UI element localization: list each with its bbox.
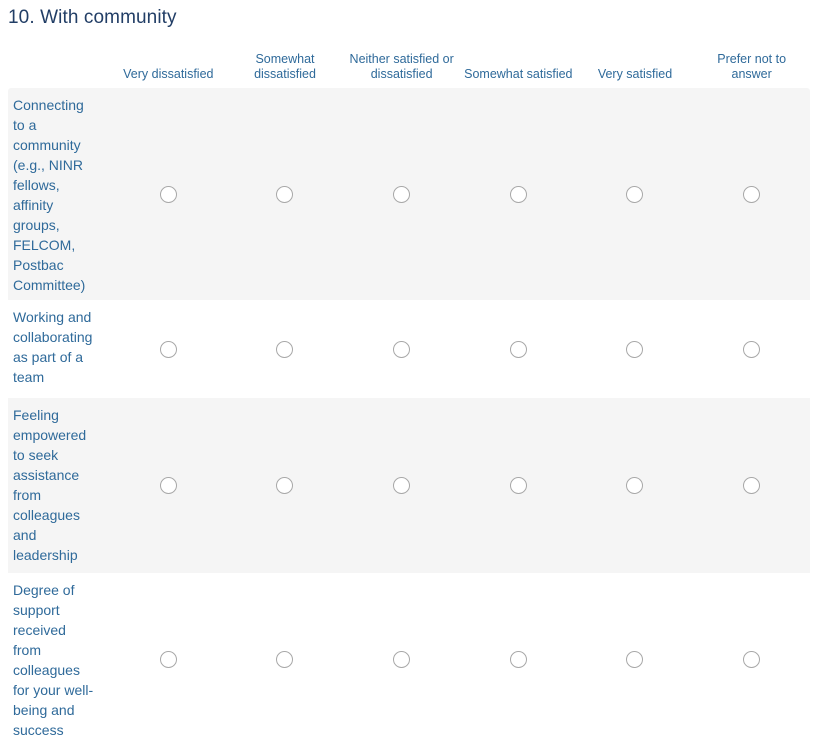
radio-button[interactable] <box>276 340 294 358</box>
radio-button[interactable] <box>626 477 644 494</box>
radio-cell <box>460 300 577 398</box>
row-label: Feeling empowered to seek assistance fro… <box>13 407 87 563</box>
radio-button[interactable] <box>509 477 527 494</box>
radio-cell <box>227 88 344 300</box>
radio-cell <box>577 573 694 739</box>
radio-button[interactable] <box>159 185 177 203</box>
radio-button[interactable] <box>159 477 177 494</box>
table-row-degree-of-support: Degree of support received from colleagu… <box>8 573 810 739</box>
radio-button[interactable] <box>159 650 177 668</box>
radio-button[interactable] <box>743 185 761 203</box>
radio-cell <box>577 398 694 573</box>
radio-cell <box>227 573 344 739</box>
radio-button[interactable] <box>509 650 527 668</box>
row-label: Degree of support received from colleagu… <box>13 582 94 738</box>
matrix-header-row: Very dissatisfied Somewhat dissatisfied … <box>8 30 810 88</box>
radio-cell <box>343 398 460 573</box>
radio-cell <box>693 398 810 573</box>
radio-button[interactable] <box>276 477 294 494</box>
radio-button[interactable] <box>393 185 411 203</box>
column-header-somewhat-dissatisfied: Somewhat dissatisfied <box>254 52 316 81</box>
matrix-question: Very dissatisfied Somewhat dissatisfied … <box>8 30 810 739</box>
radio-cell <box>577 300 694 398</box>
radio-button[interactable] <box>276 185 294 203</box>
radio-button[interactable] <box>509 185 527 203</box>
table-row-connecting-to-community: Connecting to a community (e.g., NINR fe… <box>8 88 810 300</box>
radio-cell <box>110 573 227 739</box>
radio-cell <box>343 573 460 739</box>
radio-button[interactable] <box>393 650 411 668</box>
radio-button[interactable] <box>626 185 644 203</box>
radio-cell <box>460 573 577 739</box>
radio-button[interactable] <box>393 340 411 358</box>
radio-cell <box>343 300 460 398</box>
radio-cell <box>227 398 344 573</box>
table-row-working-collaborating: Working and collaborating as part of a t… <box>8 300 810 398</box>
radio-button[interactable] <box>276 650 294 668</box>
radio-cell <box>110 398 227 573</box>
column-header-neither: Neither satisfied or dissatisfied <box>349 52 454 81</box>
radio-button[interactable] <box>626 650 644 668</box>
column-header-somewhat-satisfied: Somewhat satisfied <box>464 67 573 81</box>
radio-cell <box>693 300 810 398</box>
radio-cell <box>343 88 460 300</box>
radio-cell <box>460 398 577 573</box>
radio-button[interactable] <box>159 340 177 358</box>
radio-cell <box>693 573 810 739</box>
radio-button[interactable] <box>509 340 527 358</box>
radio-cell <box>577 88 694 300</box>
radio-button[interactable] <box>743 477 761 494</box>
radio-button[interactable] <box>626 340 644 358</box>
column-header-prefer-not-to-answer: Prefer not to answer <box>717 52 787 81</box>
column-header-very-satisfied: Very satisfied <box>597 67 673 81</box>
radio-cell <box>227 300 344 398</box>
column-header-very-dissatisfied: Very dissatisfied <box>123 67 214 81</box>
radio-button[interactable] <box>743 650 761 668</box>
radio-cell <box>460 88 577 300</box>
survey-page: 10. With community Very dissatisfied Som… <box>0 6 819 739</box>
radio-cell <box>110 88 227 300</box>
radio-button[interactable] <box>743 340 761 358</box>
header-spacer <box>8 30 110 88</box>
row-label: Connecting to a community (e.g., NINR fe… <box>13 97 86 293</box>
row-label: Working and collaborating as part of a t… <box>13 309 93 385</box>
table-row-feeling-empowered: Feeling empowered to seek assistance fro… <box>8 398 810 573</box>
question-title: 10. With community <box>8 7 177 28</box>
radio-cell <box>110 300 227 398</box>
radio-button[interactable] <box>393 477 411 494</box>
matrix-body: Connecting to a community (e.g., NINR fe… <box>8 88 810 739</box>
radio-cell <box>693 88 810 300</box>
